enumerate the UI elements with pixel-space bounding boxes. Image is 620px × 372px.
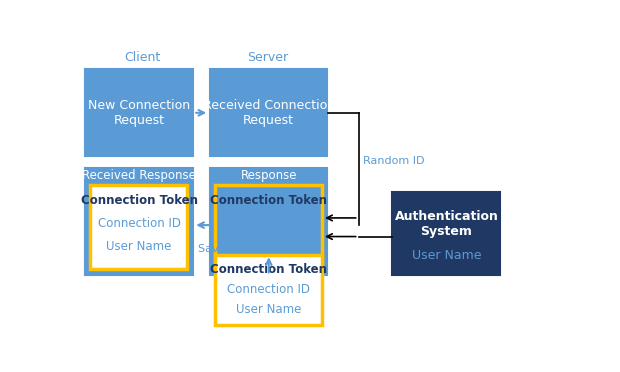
Text: New Connection
Request: New Connection Request xyxy=(88,99,190,127)
FancyBboxPatch shape xyxy=(210,168,327,275)
Text: Response: Response xyxy=(241,169,297,182)
Text: Client: Client xyxy=(124,51,161,64)
Text: Random ID: Random ID xyxy=(363,155,425,166)
Text: User Name: User Name xyxy=(106,240,172,253)
Text: Connection ID: Connection ID xyxy=(228,283,310,296)
FancyBboxPatch shape xyxy=(85,69,193,156)
Text: Connection ID: Connection ID xyxy=(228,217,310,230)
Text: Received Response: Received Response xyxy=(82,169,196,182)
FancyBboxPatch shape xyxy=(210,69,327,156)
Text: Connection Token: Connection Token xyxy=(81,194,198,207)
Text: Connection ID: Connection ID xyxy=(97,217,180,230)
FancyBboxPatch shape xyxy=(91,185,187,269)
Text: User Name: User Name xyxy=(236,303,301,316)
Text: Received Connection
Request: Received Connection Request xyxy=(203,99,335,127)
Text: Connection Token: Connection Token xyxy=(210,263,327,276)
FancyBboxPatch shape xyxy=(215,185,322,269)
Text: Saved for verification: Saved for verification xyxy=(198,244,317,254)
Text: User Name: User Name xyxy=(236,240,301,253)
Text: User Name: User Name xyxy=(412,248,481,262)
FancyBboxPatch shape xyxy=(85,168,193,275)
Text: Authentication
System: Authentication System xyxy=(394,210,498,238)
FancyBboxPatch shape xyxy=(392,192,500,275)
Text: Server: Server xyxy=(247,51,288,64)
Text: Connection Token: Connection Token xyxy=(210,194,327,207)
FancyBboxPatch shape xyxy=(215,255,322,326)
